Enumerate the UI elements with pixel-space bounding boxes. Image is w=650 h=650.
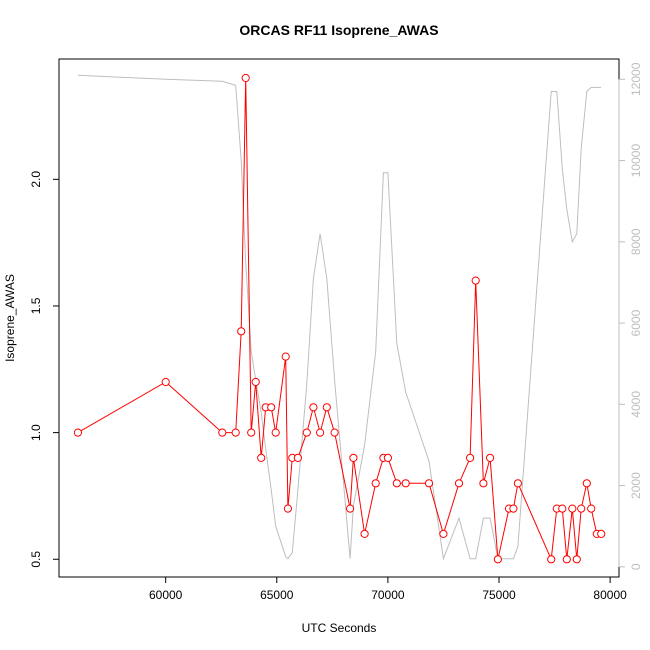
y-axis-label: Isoprene_AWAS: [3, 274, 17, 362]
data-point: [322, 403, 331, 412]
y2-tick-label: 6000: [629, 309, 643, 336]
data-point: [161, 377, 170, 387]
data-point: [257, 453, 266, 462]
data-point: [392, 479, 401, 488]
y2-tick-label: 10000: [629, 144, 643, 178]
data-point: [271, 428, 280, 437]
data-point: [247, 428, 256, 437]
y2-tick-label: 2000: [629, 472, 643, 499]
secondary-series-line: [77, 74, 602, 561]
data-point: [558, 504, 567, 513]
data-point: [454, 479, 464, 488]
y-tick-label: 0.5: [29, 551, 43, 568]
data-point: [251, 377, 260, 387]
x-axis-label: UTC Seconds: [302, 621, 377, 635]
data-point: [572, 555, 581, 564]
data-point: [471, 276, 480, 285]
plot-layer: [73, 73, 606, 564]
y-tick-label: 2.0: [29, 171, 43, 188]
data-point: [493, 555, 502, 564]
data-point: [439, 529, 448, 539]
data-point: [293, 453, 302, 462]
data-point: [360, 529, 369, 539]
data-point: [479, 479, 488, 488]
data-point: [231, 428, 240, 437]
data-point: [73, 428, 83, 437]
y2-tick-label: 8000: [629, 228, 643, 255]
y2-tick-label: 4000: [629, 391, 643, 418]
x-tick-label: 65000: [260, 588, 294, 602]
data-point: [568, 504, 577, 513]
y-tick-label: 1.0: [29, 424, 43, 441]
y2-tick-label: 0: [629, 563, 643, 570]
data-point: [218, 428, 227, 437]
data-point: [330, 428, 339, 437]
chart-title: ORCAS RF11 Isoprene_AWAS: [239, 22, 438, 38]
data-point: [513, 479, 523, 488]
data-point: [383, 453, 392, 462]
x-tick-label: 70000: [371, 588, 405, 602]
data-point: [424, 479, 434, 488]
data-point: [316, 428, 325, 437]
data-point: [597, 529, 606, 539]
y-tick-label: 1.5: [29, 297, 43, 314]
x-tick-label: 75000: [482, 588, 516, 602]
data-point: [237, 327, 246, 336]
data-point: [547, 555, 556, 564]
data-point: [466, 453, 475, 462]
data-point: [562, 555, 571, 564]
data-point: [509, 504, 518, 513]
data-point: [486, 453, 495, 462]
data-point: [267, 403, 276, 412]
y2-tick-label: 12000: [629, 62, 643, 96]
data-point: [281, 352, 290, 361]
data-point: [309, 403, 318, 412]
data-point: [401, 479, 410, 488]
x-tick-label: 80000: [593, 588, 627, 602]
data-point: [349, 453, 358, 462]
data-point: [577, 504, 586, 513]
axis-layer: 60000 65000 70000 75000 80000 0.5 1.0 1.5 2.0 0 20…: [29, 62, 643, 602]
data-point: [283, 504, 292, 513]
data-point: [587, 504, 596, 513]
data-point: [346, 504, 355, 513]
data-point: [302, 428, 311, 437]
data-point: [371, 479, 380, 488]
x-tick-label: 60000: [149, 588, 183, 602]
data-point: [241, 73, 250, 83]
data-point: [582, 479, 591, 488]
